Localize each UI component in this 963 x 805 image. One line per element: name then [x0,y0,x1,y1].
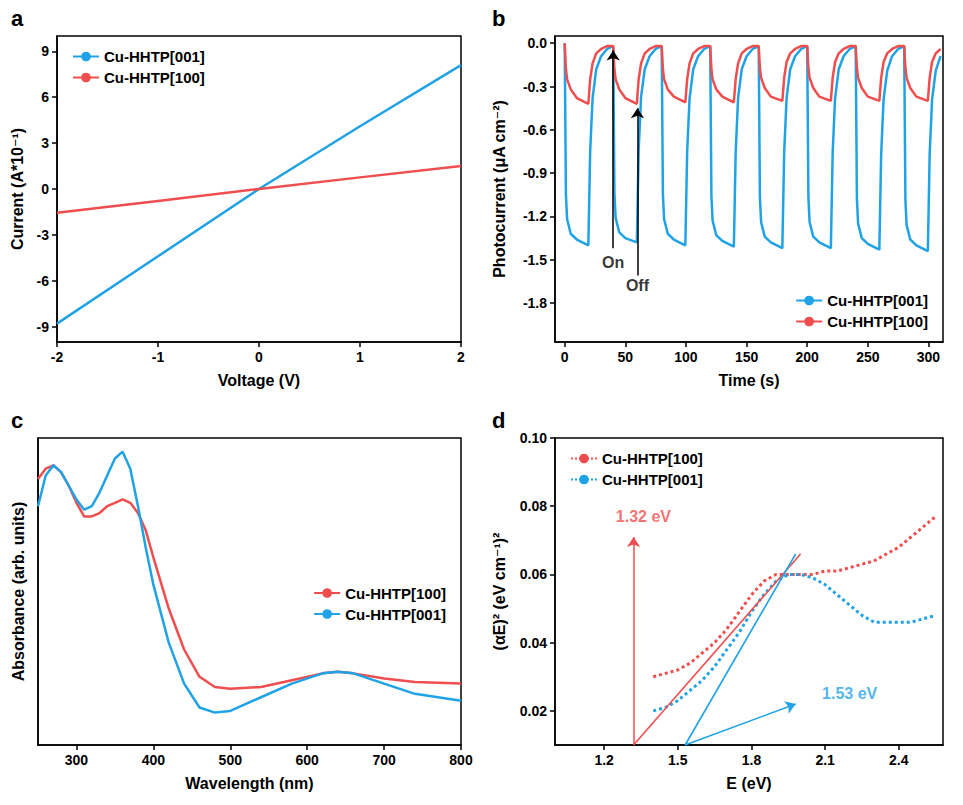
svg-text:-1.5: -1.5 [523,252,547,268]
svg-text:Cu-HHTP[001]: Cu-HHTP[001] [827,292,928,309]
svg-text:On: On [602,254,624,271]
svg-text:0.10: 0.10 [520,430,547,446]
svg-text:3: 3 [41,135,49,151]
svg-text:Cu-HHTP[100]: Cu-HHTP[100] [345,585,446,602]
svg-text:-0.6: -0.6 [523,122,547,138]
svg-text:1.53 eV: 1.53 eV [822,685,877,702]
svg-text:-0.9: -0.9 [523,165,547,181]
svg-text:0.08: 0.08 [520,498,547,514]
svg-text:1.8: 1.8 [742,752,762,768]
svg-text:50: 50 [618,349,634,365]
svg-text:-2: -2 [51,349,64,365]
svg-text:400: 400 [142,752,166,768]
svg-text:Wavelength (nm): Wavelength (nm) [185,775,313,792]
svg-text:0: 0 [255,349,263,365]
svg-text:2.4: 2.4 [889,752,909,768]
svg-text:6: 6 [41,89,49,105]
svg-text:c: c [11,408,23,433]
svg-text:-6: -6 [37,273,50,289]
svg-text:-9: -9 [37,319,50,335]
svg-text:b: b [492,6,505,31]
svg-text:-1: -1 [152,349,165,365]
svg-text:0.02: 0.02 [520,703,547,719]
svg-text:2.1: 2.1 [815,752,835,768]
svg-text:1.32 eV: 1.32 eV [616,508,671,525]
svg-text:Photocurrent (μA cm⁻²): Photocurrent (μA cm⁻²) [491,100,508,278]
svg-text:Absorbance (arb. units): Absorbance (arb. units) [10,502,27,682]
svg-text:Cu-HHTP[001]: Cu-HHTP[001] [104,48,205,65]
svg-text:-1.8: -1.8 [523,295,547,311]
svg-text:0: 0 [561,349,569,365]
svg-text:500: 500 [219,752,243,768]
svg-text:9: 9 [41,43,49,59]
svg-text:250: 250 [856,349,880,365]
svg-text:0.04: 0.04 [520,635,547,651]
svg-text:Cu-HHTP[001]: Cu-HHTP[001] [345,606,446,623]
svg-text:800: 800 [449,752,473,768]
svg-text:-1.2: -1.2 [523,208,547,224]
svg-text:d: d [492,408,505,433]
svg-text:2: 2 [457,349,465,365]
svg-text:300: 300 [65,752,89,768]
svg-text:1.5: 1.5 [668,752,688,768]
svg-text:1: 1 [356,349,364,365]
svg-text:Current (A*10⁻¹): Current (A*10⁻¹) [9,128,26,250]
svg-text:Voltage (V): Voltage (V) [218,372,300,389]
svg-text:600: 600 [296,752,320,768]
svg-text:Cu-HHTP[100]: Cu-HHTP[100] [104,69,205,86]
svg-text:a: a [11,6,24,31]
svg-text:Time (s): Time (s) [718,372,779,389]
svg-text:150: 150 [735,349,759,365]
svg-text:-0.3: -0.3 [523,79,547,95]
svg-text:200: 200 [796,349,820,365]
svg-text:100: 100 [674,349,698,365]
svg-text:300: 300 [917,349,941,365]
svg-text:0.06: 0.06 [520,566,547,582]
svg-text:(αE)² (eV cm⁻¹)²: (αE)² (eV cm⁻¹)² [491,533,508,651]
svg-text:Cu-HHTP[100]: Cu-HHTP[100] [827,313,928,330]
svg-text:Cu-HHTP[100]: Cu-HHTP[100] [602,450,703,467]
svg-text:Cu-HHTP[001]: Cu-HHTP[001] [602,471,703,488]
svg-text:0: 0 [41,181,49,197]
svg-text:Off: Off [626,277,650,294]
svg-text:700: 700 [372,752,396,768]
svg-text:0.0: 0.0 [528,35,548,51]
svg-text:E (eV): E (eV) [726,775,771,792]
svg-text:1.2: 1.2 [594,752,614,768]
svg-text:-3: -3 [37,227,50,243]
